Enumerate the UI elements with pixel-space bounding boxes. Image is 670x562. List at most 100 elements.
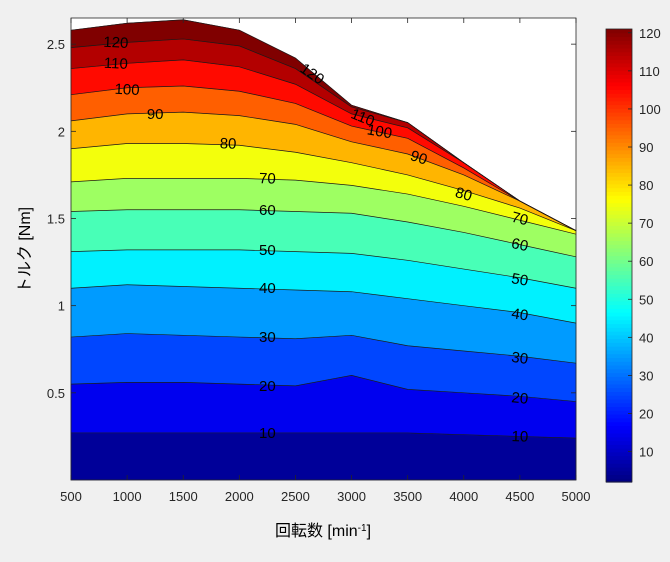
colorbar-tick-label: 100 xyxy=(639,102,661,117)
colorbar-segment xyxy=(606,402,632,408)
x-tick-label: 1500 xyxy=(169,489,198,504)
colorbar-segment xyxy=(606,281,632,287)
contour-label: 80 xyxy=(453,184,474,205)
colorbar-segment xyxy=(606,440,632,445)
colorbar-segment xyxy=(606,78,632,83)
colorbar-segment xyxy=(606,123,632,128)
contour-label: 30 xyxy=(259,329,276,346)
y-tick-label: 2 xyxy=(58,124,65,139)
colorbar-segment xyxy=(606,191,632,196)
y-tick-label: 2.5 xyxy=(47,37,65,52)
colorbar-segment xyxy=(606,342,632,347)
x-tick-label: 3000 xyxy=(337,489,366,504)
contour-label: 80 xyxy=(219,135,236,153)
colorbar-segment xyxy=(606,308,632,313)
colorbar-tick-label: 40 xyxy=(639,330,653,345)
x-tick-label: 4500 xyxy=(505,489,534,504)
contour-label: 10 xyxy=(511,428,528,446)
contour-label: 50 xyxy=(510,270,529,290)
colorbar-segment xyxy=(606,44,632,49)
x-axis-ticks: 500 1000 1500 2000 2500 3000 3500 4000 4500 5000 xyxy=(60,18,590,504)
colorbar-segment xyxy=(606,164,632,170)
colorbar-ticks: 10 20 30 40 50 60 70 80 90 100 110 120 xyxy=(628,26,661,460)
colorbar-segment xyxy=(606,55,632,60)
colorbar-segment xyxy=(606,62,632,68)
colorbar-segment xyxy=(606,417,632,423)
contour-labels: 10 10 20 20 30 30 40 40 50 50 60 60 70 70 80 80 90 90 100 1… xyxy=(103,34,530,446)
colorbar-segment xyxy=(606,251,632,257)
contour-label: 70 xyxy=(259,170,276,188)
colorbar-segment xyxy=(606,398,632,404)
colorbar-segment xyxy=(606,444,632,449)
colorbar-segment xyxy=(606,213,632,219)
colorbar-segment xyxy=(606,134,632,140)
contour-label: 70 xyxy=(510,209,530,230)
colorbar-segment xyxy=(606,466,632,472)
x-tick-label: 2500 xyxy=(281,489,310,504)
x-axis-label: 回転数 [min-1] xyxy=(275,522,371,540)
colorbar-segment xyxy=(606,455,632,460)
colorbar-segment xyxy=(606,391,632,396)
colorbar-segment xyxy=(606,183,632,189)
colorbar-segment xyxy=(606,451,632,457)
colorbar-tick-label: 60 xyxy=(639,254,653,269)
colorbar-segment xyxy=(606,432,632,438)
contour-label: 50 xyxy=(259,242,276,259)
y-axis-label: トルク [Nm] xyxy=(16,207,34,293)
colorbar-segment xyxy=(606,414,632,419)
colorbar-segment xyxy=(606,89,632,94)
colorbar-segment xyxy=(606,376,632,381)
colorbar-segment xyxy=(606,93,632,98)
max-torque-line xyxy=(70,19,577,232)
contour-line-40 xyxy=(70,284,577,324)
colorbar-segment xyxy=(606,236,632,241)
colorbar-segment xyxy=(606,168,632,174)
colorbar-tick-label: 110 xyxy=(639,64,660,79)
y-tick-label: 1 xyxy=(58,299,65,314)
colorbar-segment xyxy=(606,70,632,75)
colorbar-segment xyxy=(606,300,632,306)
x-tick-label: 3500 xyxy=(393,489,422,504)
y-axis-ticks: 0.5 1 1.5 2 2.5 xyxy=(47,37,576,401)
colorbar-segment xyxy=(606,40,632,45)
colorbar-segment xyxy=(606,334,632,340)
colorbar-segment xyxy=(606,74,632,79)
colorbar-segment xyxy=(606,240,632,245)
contour-label: 110 xyxy=(103,55,128,73)
colorbar-segment xyxy=(606,410,632,415)
colorbar-tick-label: 50 xyxy=(639,292,653,307)
colorbar-segment xyxy=(606,270,632,275)
colorbar-segment xyxy=(606,130,632,136)
colorbar-tick-label: 10 xyxy=(639,445,653,460)
colorbar-segment xyxy=(606,289,632,294)
colorbar-segment xyxy=(606,66,632,72)
contour-band xyxy=(70,432,577,481)
colorbar-segment xyxy=(606,180,632,185)
colorbar-segment xyxy=(606,266,632,272)
colorbar-segment xyxy=(606,263,632,268)
colorbar-tick-label: 30 xyxy=(639,368,653,383)
colorbar-segment xyxy=(606,312,632,317)
colorbar-segment xyxy=(606,372,632,377)
colorbar-segment xyxy=(606,383,632,389)
colorbar-tick-label: 90 xyxy=(639,140,653,155)
contour-line-30 xyxy=(70,333,577,364)
contour-line-80 xyxy=(70,143,577,232)
contour-label: 40 xyxy=(510,305,529,324)
colorbar-tick-label: 20 xyxy=(639,406,653,421)
colorbar-segment xyxy=(606,474,632,479)
colorbar-segment xyxy=(606,59,632,64)
colorbar-segment xyxy=(606,368,632,374)
colorbar-segment xyxy=(606,315,632,321)
colorbar-segment xyxy=(606,349,632,355)
y-tick-label: 1.5 xyxy=(47,211,65,226)
colorbar-segment xyxy=(606,157,632,162)
colorbar-segment xyxy=(606,364,632,370)
colorbar-segment xyxy=(606,51,632,57)
contour-line-90 xyxy=(70,111,577,232)
colorbar-segment xyxy=(606,47,632,53)
colorbar-segment xyxy=(606,161,632,166)
colorbar-segment xyxy=(606,429,632,434)
contour-line-100 xyxy=(70,85,577,232)
x-tick-label: 4000 xyxy=(449,489,478,504)
